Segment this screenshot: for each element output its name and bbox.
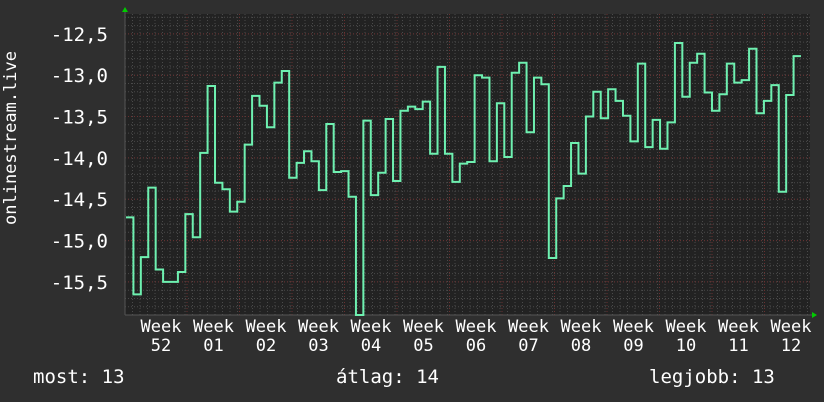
y-tick-label: -15,5 [51,272,108,294]
x-axis-arrow-icon [812,312,817,318]
legend-average: átlag: 14 [336,366,439,388]
y-tick-label: -14,5 [51,189,108,211]
x-tick-label: Week 02 [245,317,287,356]
x-tick-label: Week 11 [718,317,759,356]
x-tick-label: Week 08 [560,317,602,356]
x-tick-label: Week 06 [455,317,497,356]
y-tick-label: -12,5 [51,24,108,46]
y-tick-label: -13,0 [51,65,108,87]
x-tick-label: Week 10 [665,317,707,356]
series-line [126,41,801,316]
y-tick-label: -14,0 [51,148,108,170]
x-tick-label: Week 04 [350,317,392,356]
y-tick-label: -13,5 [51,107,108,129]
legend-current: most: 13 [33,366,125,388]
legend-max: legjobb: 13 [649,366,775,388]
x-tick-label: Week 52 [140,317,182,356]
x-tick-label: Week 05 [403,317,444,356]
x-tick-label: Week 01 [193,317,234,356]
x-tick-label: Week 07 [508,317,549,356]
x-tick-label: Week 12 [770,317,812,356]
x-tick-label: Week 03 [298,317,339,356]
y-axis-arrow-icon [122,7,128,12]
y-tick-label: -15,0 [51,231,108,253]
x-tick-label: Week 09 [613,317,654,356]
y-axis-title: onlinestream.live [1,51,21,225]
